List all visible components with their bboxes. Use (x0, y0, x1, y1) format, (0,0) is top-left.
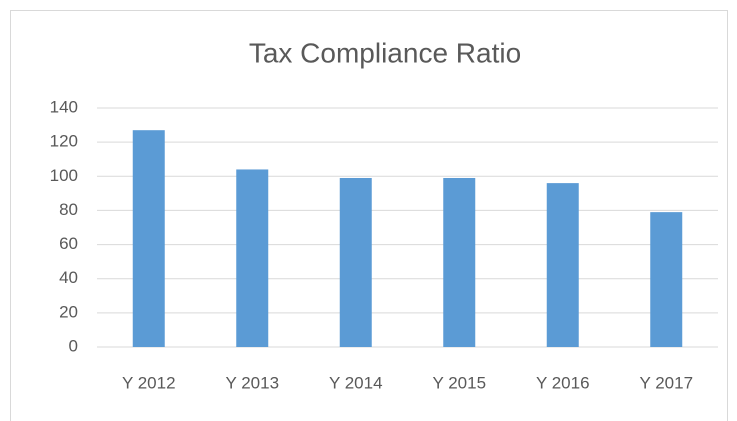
chart-title: Tax Compliance Ratio (249, 37, 521, 68)
bar (236, 169, 269, 347)
x-tick-label: Y 2017 (639, 373, 693, 392)
x-tick-label: Y 2016 (536, 373, 590, 392)
bar (339, 177, 372, 347)
bar (546, 183, 579, 347)
bar (132, 130, 165, 347)
bar (443, 177, 476, 347)
chart-border (10, 10, 728, 421)
y-tick-label: 20 (59, 302, 78, 321)
y-tick-label: 100 (50, 166, 78, 185)
y-tick-label: 140 (50, 97, 78, 116)
x-tick-label: Y 2012 (122, 373, 176, 392)
x-tick-label: Y 2014 (329, 373, 383, 392)
x-tick-label: Y 2015 (432, 373, 486, 392)
y-tick-label: 60 (59, 234, 78, 253)
bar (650, 212, 683, 347)
y-tick-label: 0 (69, 336, 78, 355)
y-tick-label: 40 (59, 268, 78, 287)
y-tick-label: 120 (50, 132, 78, 151)
x-tick-label: Y 2013 (225, 373, 279, 392)
y-tick-label: 80 (59, 200, 78, 219)
